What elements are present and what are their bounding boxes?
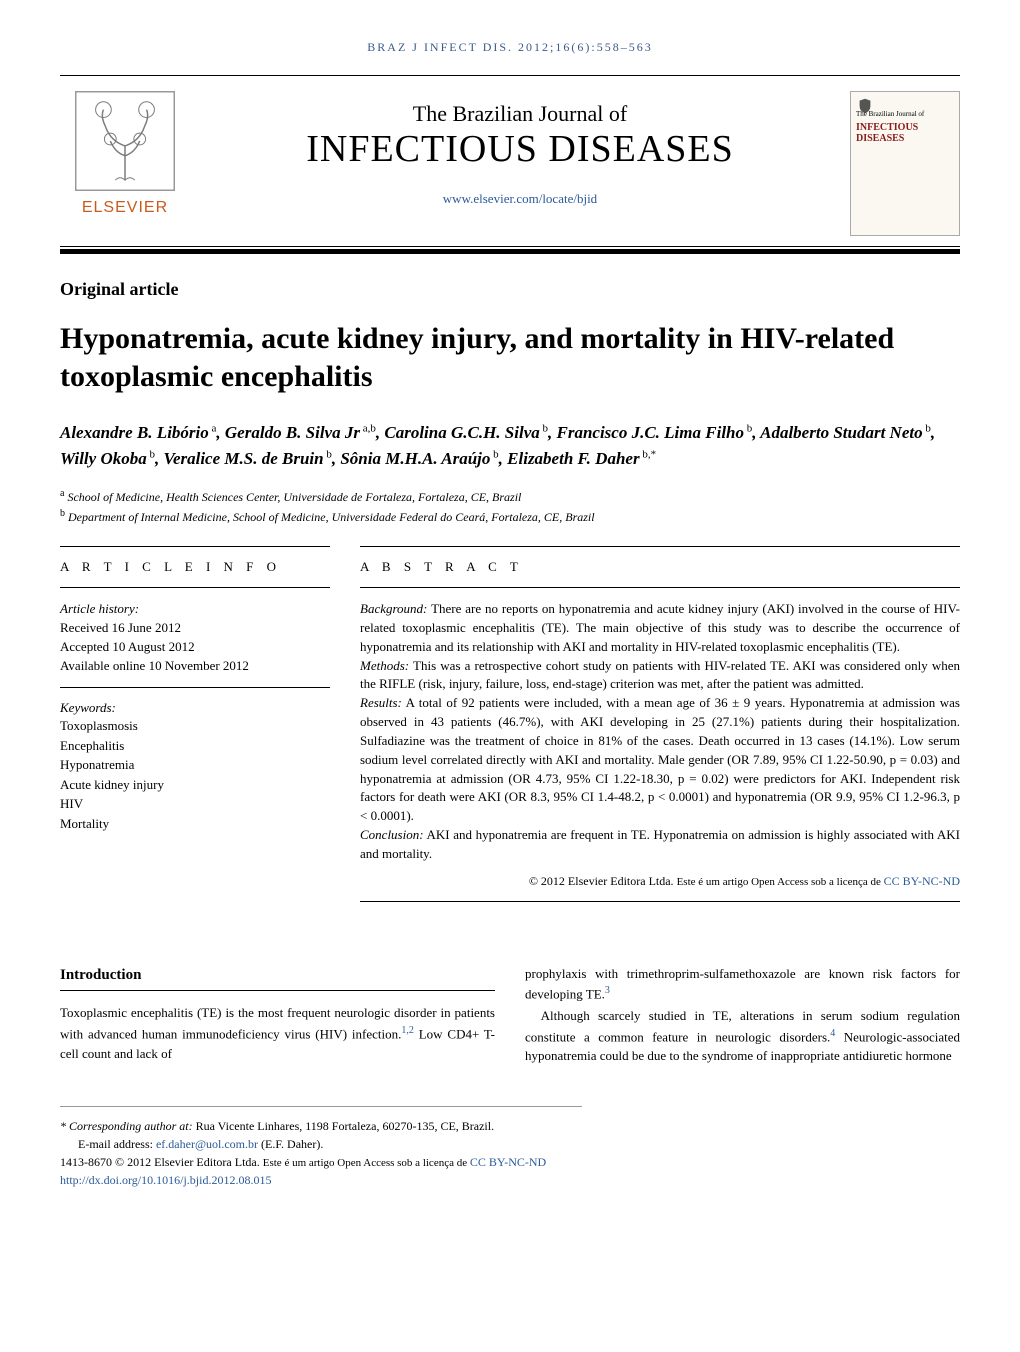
doi-link[interactable]: http://dx.doi.org/10.1016/j.bjid.2012.08… (60, 1173, 271, 1187)
journal-url-link[interactable]: www.elsevier.com/locate/bjid (190, 191, 850, 207)
keyword-item: Acute kidney injury (60, 775, 330, 795)
cover-title: INFECTIOUS DISEASES (856, 122, 959, 144)
conclusion-text: AKI and hyponatremia are frequent in TE.… (360, 827, 960, 861)
methods-label: Methods: (360, 658, 409, 673)
conclusion-label: Conclusion: (360, 827, 424, 842)
copyright-line: © 2012 Elsevier Editora Ltda. Este é um … (360, 874, 960, 889)
email-attribution: (E.F. Daher). (258, 1137, 323, 1151)
abstract-column: A B S T R A C T Background: There are no… (360, 546, 960, 914)
issn-copyright: 1413-8670 © 2012 Elsevier Editora Ltda. (60, 1155, 263, 1169)
publisher-logo: ELSEVIER (60, 91, 190, 217)
intro-left-column: Introduction Toxoplasmic encephalitis (T… (60, 964, 495, 1066)
article-title: Hyponatremia, acute kidney injury, and m… (60, 320, 960, 395)
corresponding-email-link[interactable]: ef.daher@uol.com.br (156, 1137, 258, 1151)
affiliation-a: a School of Medicine, Health Sciences Ce… (60, 486, 960, 506)
keyword-item: Hyponatremia (60, 755, 330, 775)
header-thick-rule (60, 249, 960, 254)
corresponding-address: Rua Vicente Linhares, 1198 Fortaleza, 60… (193, 1119, 495, 1133)
results-label: Results: (360, 695, 402, 710)
journal-cover-thumbnail: The Brazilian Journal of INFECTIOUS DISE… (850, 91, 960, 236)
journal-name-prefix: The Brazilian Journal of (190, 101, 850, 127)
abstract-heading: A B S T R A C T (360, 559, 960, 575)
info-abstract-row: A R T I C L E I N F O Article history: R… (60, 546, 960, 914)
article-type: Original article (60, 279, 960, 300)
cc-license-link[interactable]: CC BY-NC-ND (884, 874, 960, 888)
cover-subtitle: The Brazilian Journal of (856, 110, 924, 118)
abstract-body: Background: There are no reports on hypo… (360, 600, 960, 864)
authors-list: Alexandre B. Libório a, Geraldo B. Silva… (60, 420, 960, 471)
keyword-item: Toxoplasmosis (60, 716, 330, 736)
received-date: Received 16 June 2012 (60, 619, 330, 638)
corresponding-label: * Corresponding author at: (60, 1119, 193, 1133)
keyword-item: Mortality (60, 814, 330, 834)
background-label: Background: (360, 601, 427, 616)
footer-block: * Corresponding author at: Rua Vicente L… (60, 1106, 582, 1190)
accepted-date: Accepted 10 August 2012 (60, 638, 330, 657)
intro-right-column: prophylaxis with trimethroprim-sulfameth… (525, 964, 960, 1066)
keyword-item: Encephalitis (60, 736, 330, 756)
online-date: Available online 10 November 2012 (60, 657, 330, 676)
citation-3[interactable]: 3 (605, 985, 610, 996)
footer-cc-link[interactable]: CC BY-NC-ND (470, 1155, 546, 1169)
keywords-label: Keywords: (60, 700, 330, 716)
keyword-item: HIV (60, 794, 330, 814)
article-info-column: A R T I C L E I N F O Article history: R… (60, 546, 330, 914)
history-label: Article history: (60, 600, 330, 619)
journal-name: INFECTIOUS DISEASES (190, 127, 850, 171)
email-label: E-mail address: (78, 1137, 156, 1151)
journal-reference: BRAZ J INFECT DIS. 2012;16(6):558–563 (60, 40, 960, 55)
masthead: ELSEVIER The Brazilian Journal of INFECT… (60, 76, 960, 246)
methods-text: This was a retrospective cohort study on… (360, 658, 960, 692)
affiliations: a School of Medicine, Health Sciences Ce… (60, 486, 960, 526)
citation-1-2[interactable]: 1,2 (401, 1025, 414, 1036)
results-text: A total of 92 patients were included, wi… (360, 695, 960, 823)
affiliation-b: b Department of Internal Medicine, Schoo… (60, 506, 960, 526)
publisher-name: ELSEVIER (82, 199, 168, 217)
keywords-list: ToxoplasmosisEncephalitisHyponatremiaAcu… (60, 716, 330, 833)
elsevier-tree-icon (75, 91, 175, 191)
article-history: Article history: Received 16 June 2012 A… (60, 600, 330, 675)
header-thin-rule (60, 246, 960, 247)
introduction-section: Introduction Toxoplasmic encephalitis (T… (60, 964, 960, 1066)
journal-title-block: The Brazilian Journal of INFECTIOUS DISE… (190, 91, 850, 207)
background-text: There are no reports on hyponatremia and… (360, 601, 960, 654)
info-heading: A R T I C L E I N F O (60, 559, 330, 575)
introduction-heading: Introduction (60, 964, 495, 992)
